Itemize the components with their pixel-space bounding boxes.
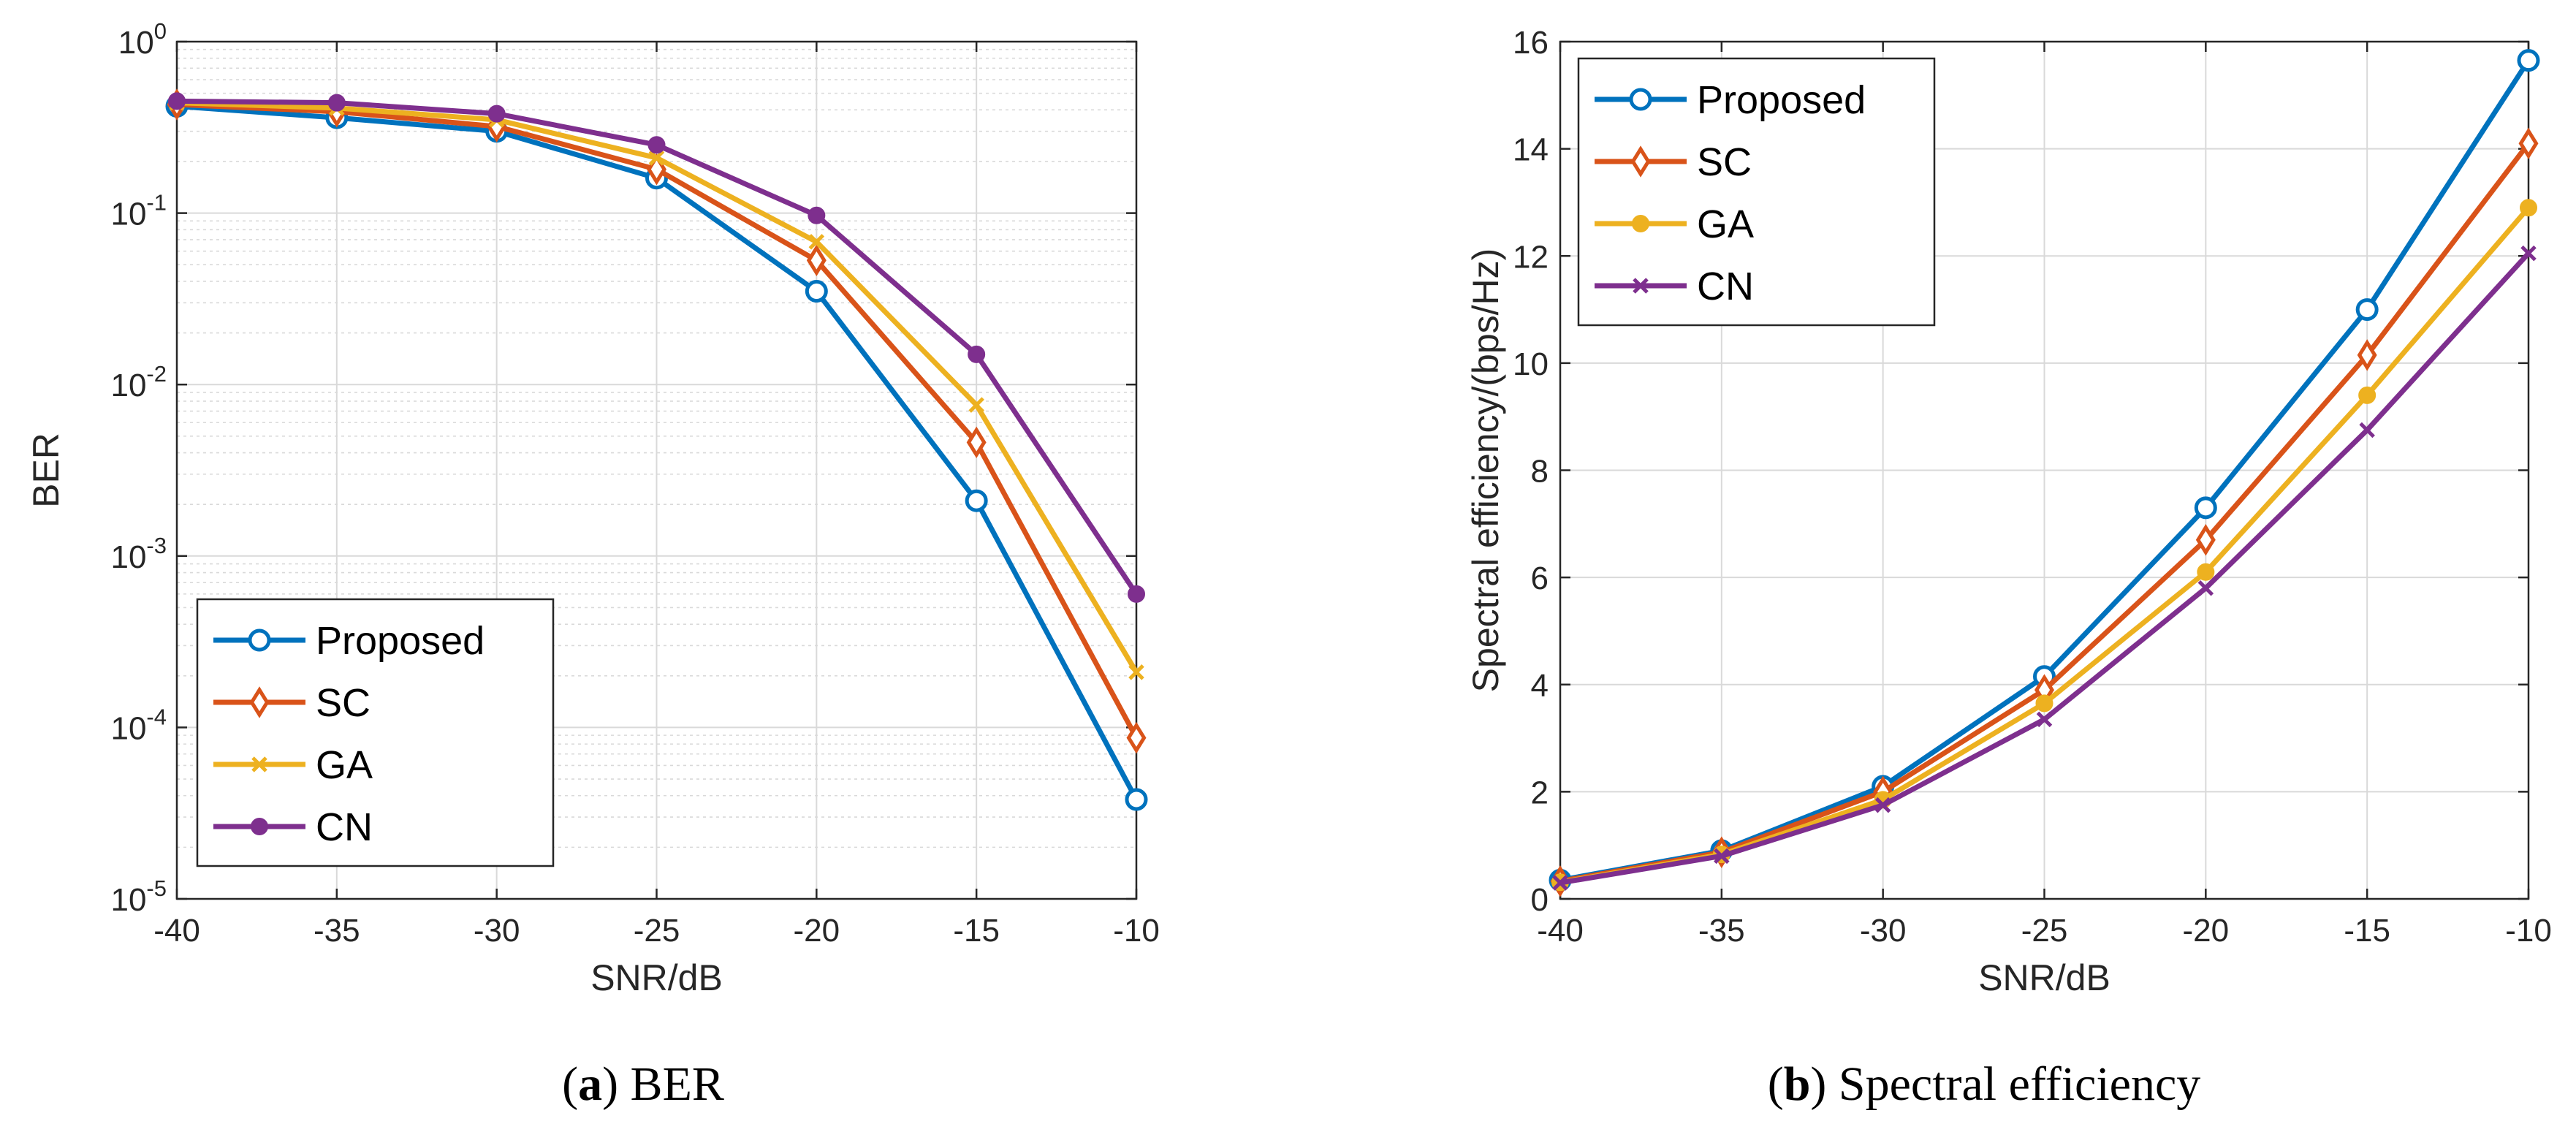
series-cn (1552, 245, 2537, 891)
legend-label-proposed: Proposed (1697, 78, 1866, 122)
data-point-sc (2195, 524, 2216, 556)
legend-label-ga: GA (316, 743, 373, 787)
data-point-sc (2357, 339, 2377, 371)
legend-marker-proposed (1629, 88, 1652, 111)
x-tick-label: -10 (2505, 913, 2552, 949)
x-tick-label: -15 (2344, 913, 2390, 949)
data-point-proposed (1125, 788, 1148, 811)
x-tick-label: -40 (153, 913, 200, 949)
data-point-cn (1128, 585, 1145, 603)
legend-marker-cn (1633, 278, 1649, 294)
y-tick-label: 10-2 (110, 361, 167, 403)
legend-label-ga: GA (1697, 202, 1754, 246)
x-tick-label: -25 (2021, 913, 2068, 949)
data-point-cn (168, 92, 186, 110)
data-point-ga (648, 150, 665, 166)
y-tick-label: 8 (1531, 454, 1549, 490)
legend-marker-ga (251, 756, 267, 772)
legend-marker-cn (251, 818, 268, 835)
spectral-efficiency-chart: -40 -35 -30 -25 -20 -15 -10 0 2 4 6 8 10 12 14 16 SNR/dB… (1465, 25, 2552, 998)
legend-marker-sc (1630, 145, 1651, 178)
data-point-cn (1552, 875, 1568, 891)
x-tick-label: -20 (2183, 913, 2230, 949)
x-tick-label: -25 (634, 913, 680, 949)
data-point-proposed (2355, 298, 2379, 322)
y-tick-label: 10-4 (110, 704, 167, 746)
y-axis-label: Spectral efficiency/(bps/Hz) (1465, 248, 1506, 693)
legend-label-sc: SC (316, 681, 371, 725)
data-point-sc (2518, 127, 2539, 160)
data-point-ga (2520, 199, 2537, 217)
y-tick-label: 100 (118, 18, 167, 61)
data-point-cn (1874, 797, 1891, 813)
x-axis-label: SNR/dB (1978, 957, 2110, 998)
legend: Proposed SC GA CN (196, 598, 555, 867)
data-point-sc (806, 244, 827, 277)
y-tick-label: 10 (1513, 346, 1549, 382)
data-point-cn (808, 206, 826, 224)
y-tick-label: 16 (1513, 25, 1549, 61)
x-tick-label: -40 (1537, 913, 1584, 949)
ber-chart: -40 -35 -30 -25 -20 -15 -10 10-5 10-4 10-3 10-2 10-… (26, 18, 1160, 998)
x-axis-label: SNR/dB (590, 957, 723, 998)
data-point-cn (2520, 245, 2537, 262)
data-point-ga (968, 397, 984, 413)
data-point-cn (2197, 580, 2214, 596)
data-point-ga (2035, 694, 2053, 713)
data-point-ga (1128, 664, 1144, 680)
x-tick-label: -20 (794, 913, 840, 949)
legend-label-cn: CN (1697, 265, 1754, 308)
data-point-sc (966, 426, 987, 459)
x-tick-label: -30 (1860, 913, 1907, 949)
data-point-ga (2358, 386, 2376, 404)
legend-label-cn: CN (316, 805, 373, 849)
data-point-ga (808, 234, 825, 250)
x-tick-label: -35 (314, 913, 360, 949)
caption-spectral-efficiency: (b) Spectral efficiency (1768, 1057, 2201, 1111)
legend-marker-sc (249, 686, 270, 718)
data-point-cn (327, 94, 346, 112)
x-tick-label: -15 (953, 913, 1000, 949)
y-tick-label: 6 (1531, 561, 1549, 596)
data-point-sc (1126, 721, 1147, 754)
data-point-cn (968, 345, 986, 363)
y-tick-label: 4 (1531, 668, 1549, 704)
y-tick-label: 0 (1531, 882, 1549, 918)
y-tick-label: 14 (1513, 132, 1549, 168)
x-tick-label: -35 (1698, 913, 1745, 949)
data-point-proposed (805, 280, 828, 303)
data-point-proposed (2194, 496, 2217, 520)
x-tick-label: -10 (1113, 913, 1160, 949)
data-point-cn (647, 136, 666, 154)
legend-label-sc: SC (1697, 140, 1752, 184)
legend-marker-proposed (248, 628, 271, 652)
y-axis-label: BER (26, 433, 67, 508)
legend-marker-ga (1632, 215, 1649, 232)
x-tick-label: -30 (474, 913, 520, 949)
data-point-proposed (965, 489, 988, 512)
y-tick-label: 2 (1531, 775, 1549, 810)
data-point-ga (2197, 563, 2215, 581)
legend: Proposed SC GA CN (1577, 57, 1936, 327)
data-point-cn (2036, 711, 2053, 728)
data-point-proposed (2517, 49, 2540, 72)
series-cn (168, 92, 1145, 603)
data-point-cn (2359, 422, 2375, 438)
y-tick-label: 10-3 (110, 533, 167, 575)
data-point-cn (1714, 848, 1730, 865)
y-tick-label: 10-5 (110, 875, 167, 918)
data-point-cn (487, 105, 506, 123)
y-tick-label: 10-1 (110, 190, 167, 232)
y-tick-label: 12 (1513, 239, 1549, 275)
legend-label-proposed: Proposed (316, 619, 485, 663)
caption-ber: (a) BER (562, 1057, 724, 1111)
